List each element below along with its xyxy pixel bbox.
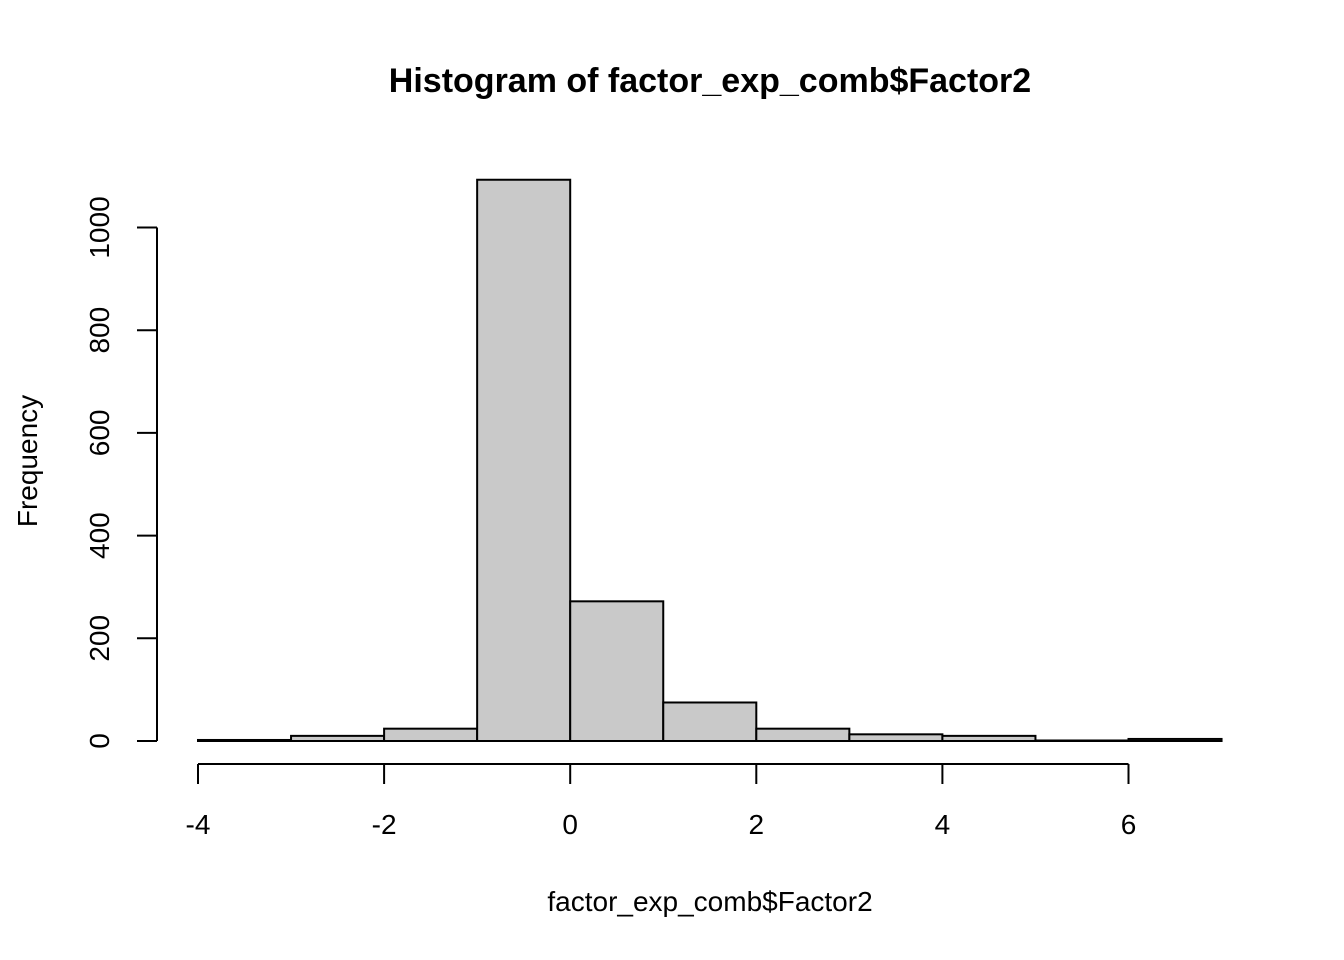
x-tick-label: -4 — [186, 809, 211, 840]
y-tick-label: 1000 — [84, 196, 115, 258]
y-axis-label: Frequency — [12, 395, 43, 527]
y-axis: 0 200 400 600 800 1000 — [84, 196, 158, 749]
y-tick-label: 600 — [84, 410, 115, 457]
histogram-bar — [755, 727, 851, 743]
histogram-bar — [1034, 739, 1130, 743]
x-tick-label: 2 — [749, 809, 765, 840]
x-tick-label: 4 — [935, 809, 951, 840]
x-axis-label: factor_exp_comb$Factor2 — [547, 886, 872, 917]
histogram-bar — [197, 738, 293, 743]
bars-group — [197, 178, 1223, 743]
histogram-bar — [848, 733, 944, 743]
x-axis: -4 -2 0 2 4 6 — [186, 763, 1137, 840]
histogram-bar — [383, 727, 479, 743]
histogram-bar — [941, 734, 1037, 742]
histogram-bar — [569, 600, 665, 742]
y-tick-label: 200 — [84, 615, 115, 662]
chart-title: Histogram of factor_exp_comb$Factor2 — [389, 62, 1031, 100]
x-tick-label: 6 — [1121, 809, 1137, 840]
y-tick-label: 0 — [84, 733, 115, 749]
x-tick-label: -2 — [372, 809, 397, 840]
y-tick-label: 800 — [84, 307, 115, 354]
y-tick-label: 400 — [84, 512, 115, 559]
x-tick-label: 0 — [562, 809, 578, 840]
histogram-bar — [1127, 737, 1223, 742]
histogram-bar — [662, 701, 758, 742]
histogram-bar — [290, 734, 386, 742]
histogram-bar — [476, 178, 572, 742]
